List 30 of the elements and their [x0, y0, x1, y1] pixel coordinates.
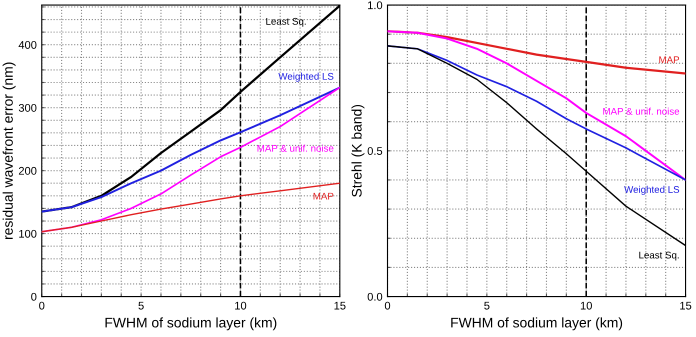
series-label: Least Sq. [639, 252, 679, 260]
y-tick-label: 0.0 [368, 292, 382, 301]
x-tick-label: 15 [334, 302, 346, 310]
series-label: Weighted LS [624, 186, 680, 195]
series-label: MAP [314, 192, 334, 200]
x-tick-label: 0 [384, 302, 390, 310]
y-tick-label: 0.5 [368, 147, 382, 155]
x-tick-label: 5 [484, 302, 490, 310]
series-label: Least Sq. [266, 18, 306, 27]
series-label: MAP & unif. noise [603, 108, 680, 115]
x-tick-label: 5 [138, 302, 144, 310]
x-tick-label: 15 [680, 302, 692, 310]
x-tick-label: 10 [580, 302, 592, 310]
series-label: Weighted LS [278, 72, 334, 82]
y-tick-label: 400 [18, 40, 36, 49]
series-label: MAP & unif. noise [258, 144, 334, 152]
y-axis-title: Strehl (K band) [351, 104, 364, 197]
y-axis-title: residual wavefront error (nm) [2, 62, 16, 240]
x-axis-title: FWHM of sodium layer (km) [106, 317, 276, 330]
line-series [388, 30, 686, 75]
x-tick-label: 10 [235, 302, 246, 310]
y-tick-label: 100 [19, 230, 36, 238]
y-tick-label: 300 [18, 104, 36, 112]
series-label: MAP [659, 56, 680, 64]
line-series [42, 182, 340, 232]
x-tick-label: 0 [39, 302, 44, 310]
y-tick-label: 0 [31, 292, 36, 301]
x-axis-title: FWHM of sodium layer (km) [451, 317, 622, 330]
y-tick-label: 1.0 [368, 1, 382, 10]
y-tick-label: 200 [18, 166, 36, 175]
